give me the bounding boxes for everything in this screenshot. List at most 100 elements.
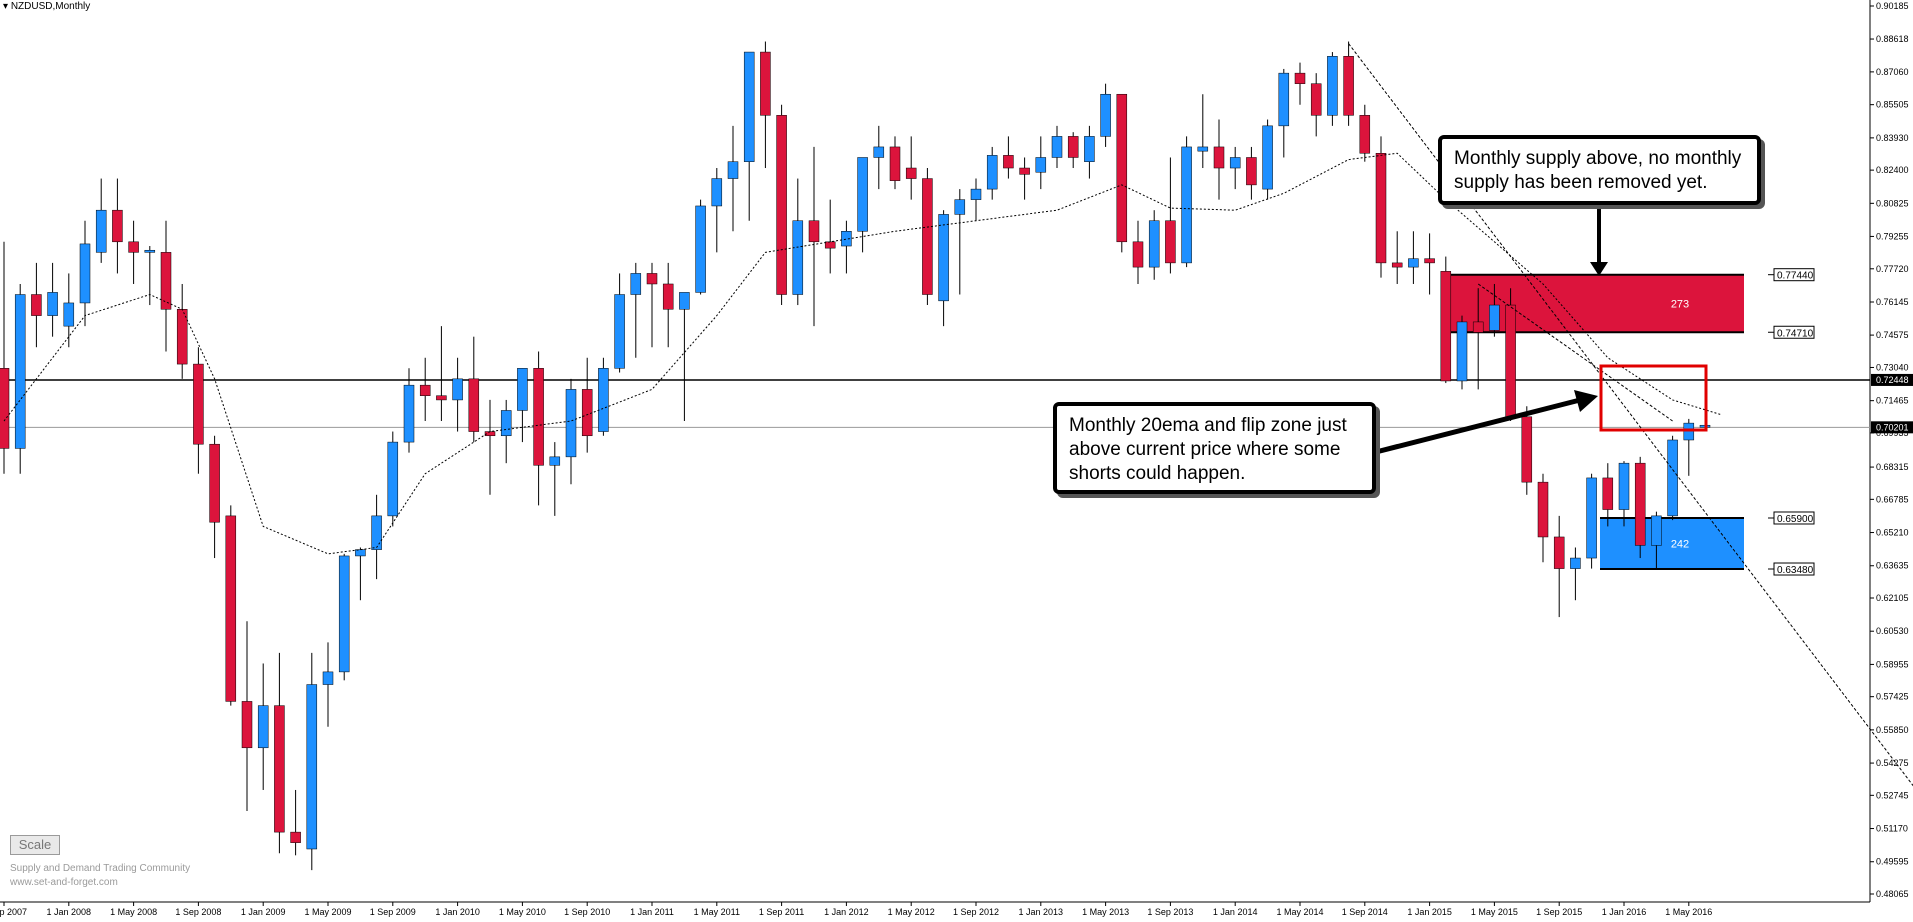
time-label: 1 Jan 2012 bbox=[824, 907, 869, 917]
price-label: 0.57425 bbox=[1876, 692, 1909, 702]
supply-top-tag-box bbox=[1773, 268, 1815, 282]
candle-body bbox=[1359, 115, 1371, 154]
candle-body bbox=[857, 157, 868, 232]
candle bbox=[500, 399, 512, 464]
candle-body bbox=[452, 378, 463, 401]
candle-body bbox=[986, 155, 998, 190]
candle bbox=[1262, 119, 1273, 200]
watermark: Supply and Demand Trading Community www.… bbox=[10, 862, 190, 890]
candle-body bbox=[322, 671, 334, 685]
axis-current-price-box bbox=[1871, 421, 1913, 434]
candle-body bbox=[1440, 271, 1452, 382]
time-label: 1 Jan 2014 bbox=[1213, 907, 1258, 917]
supply-bottom-tag-box bbox=[1773, 325, 1815, 339]
candle bbox=[711, 168, 723, 253]
collapse-triangle-icon[interactable]: ▾ bbox=[3, 1, 9, 12]
candle-body bbox=[355, 549, 366, 557]
candle-body bbox=[1651, 515, 1662, 546]
candle-body bbox=[14, 294, 26, 449]
ema-callout: Monthly 20ema and flip zone just above c… bbox=[1053, 402, 1376, 494]
candle bbox=[1602, 463, 1614, 527]
symbol-title: ▾ NZDUSD,Monthly bbox=[3, 1, 90, 12]
scale-button[interactable]: Scale bbox=[10, 835, 60, 855]
candle-body bbox=[1489, 304, 1500, 331]
candle-body bbox=[743, 51, 755, 162]
candle-body bbox=[193, 363, 204, 445]
supply-callout-text: Monthly supply above, no monthly supply … bbox=[1454, 148, 1742, 193]
supply-zone bbox=[1441, 274, 1744, 333]
candle bbox=[1456, 315, 1468, 390]
candle-body bbox=[517, 368, 528, 411]
zones-layer: 273 242 bbox=[1441, 273, 1744, 571]
price-label: 0.52745 bbox=[1876, 790, 1909, 800]
price-label: 0.54275 bbox=[1876, 758, 1909, 768]
candle-body bbox=[1197, 146, 1209, 152]
candle-body bbox=[1602, 477, 1614, 510]
candle-body bbox=[630, 273, 642, 295]
candle-body bbox=[500, 410, 512, 437]
watermark-line1: Supply and Demand Trading Community bbox=[10, 863, 191, 874]
candle-body bbox=[1067, 136, 1079, 158]
candle bbox=[1084, 125, 1095, 179]
candle-body bbox=[1472, 321, 1484, 333]
candle-body bbox=[1229, 157, 1241, 169]
watermark-line2: www.set-and-forget.com bbox=[10, 877, 118, 888]
candle bbox=[533, 351, 544, 506]
candle-body bbox=[889, 146, 901, 181]
candle-body bbox=[954, 199, 966, 215]
time-label: 1 Sep 2007 bbox=[0, 907, 27, 917]
candle-body bbox=[808, 220, 820, 243]
candle-body bbox=[970, 188, 982, 200]
candle-body bbox=[711, 178, 723, 207]
candles-layer bbox=[0, 41, 1711, 871]
candle-body bbox=[1084, 136, 1095, 162]
candle-body bbox=[695, 205, 706, 293]
candle bbox=[1408, 231, 1419, 284]
candle bbox=[387, 431, 399, 527]
candle-body bbox=[824, 241, 836, 249]
candle bbox=[970, 178, 982, 221]
candle bbox=[1327, 52, 1338, 126]
price-axis: 0.90185 0.88618 0.87060 0.85505 0.83930 0.824… bbox=[1768, 1, 1913, 899]
price-label: 0.88618 bbox=[1876, 34, 1909, 44]
candle bbox=[31, 262, 42, 348]
candle bbox=[1343, 41, 1354, 126]
time-label: 1 May 2016 bbox=[1665, 907, 1712, 917]
candle bbox=[695, 199, 706, 295]
time-label: 1 Sep 2013 bbox=[1147, 907, 1193, 917]
time-axis: 1 Sep 2007 1 Jan 2008 1 May 2008 1 Sep 2008… bbox=[0, 902, 1712, 917]
candle bbox=[1440, 256, 1452, 384]
candle-body bbox=[1278, 72, 1290, 127]
trendline-1 bbox=[1348, 43, 1913, 787]
candle bbox=[776, 104, 787, 306]
time-label: 1 Jan 2015 bbox=[1407, 907, 1452, 917]
candle-body bbox=[1181, 146, 1192, 264]
candle bbox=[63, 273, 75, 348]
time-label: 1 Jan 2011 bbox=[630, 907, 674, 917]
candle-body bbox=[274, 705, 285, 833]
annotation-layer bbox=[1375, 208, 1708, 455]
candle bbox=[1359, 104, 1371, 162]
candle bbox=[1537, 473, 1549, 563]
candle-body bbox=[598, 368, 609, 432]
candle-body bbox=[403, 384, 415, 443]
price-label: 0.51170 bbox=[1876, 824, 1908, 834]
price-label: 0.90185 bbox=[1876, 1, 1909, 11]
price-label: 0.76145 bbox=[1876, 297, 1909, 307]
price-label: 0.60530 bbox=[1876, 626, 1909, 636]
candle-body bbox=[1618, 462, 1630, 510]
candle bbox=[517, 368, 528, 443]
candle bbox=[1294, 62, 1306, 105]
candle bbox=[1570, 547, 1581, 601]
candle bbox=[79, 220, 91, 327]
candle-body bbox=[873, 146, 885, 158]
candle bbox=[841, 220, 852, 274]
candle-body bbox=[290, 831, 301, 843]
candle bbox=[1003, 136, 1014, 179]
candle bbox=[1586, 473, 1597, 569]
candle bbox=[922, 168, 933, 306]
price-label: 0.49595 bbox=[1876, 857, 1909, 867]
candle bbox=[1116, 93, 1128, 253]
candle bbox=[857, 157, 868, 253]
